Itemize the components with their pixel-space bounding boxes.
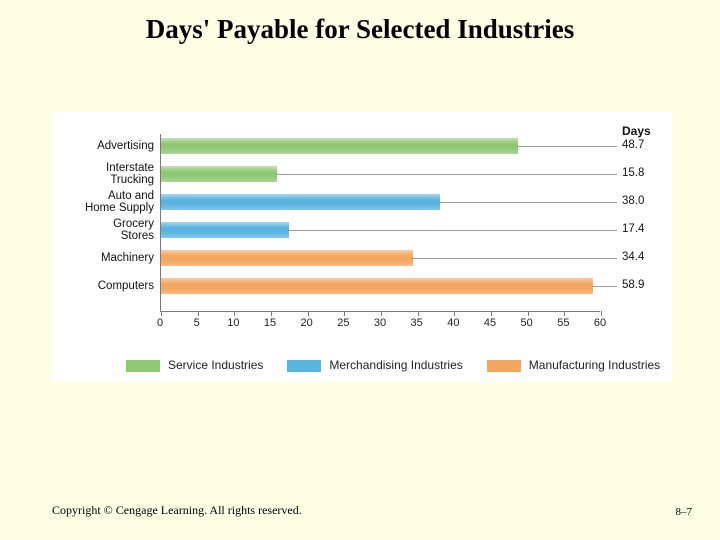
category-label: Machinery — [56, 252, 154, 265]
x-tick — [161, 311, 162, 316]
value-label: 17.4 — [622, 223, 644, 235]
value-label: 58.9 — [622, 279, 644, 291]
bar — [161, 278, 593, 294]
category-label: InterstateTrucking — [56, 162, 154, 187]
legend-label: Manufacturing Industries — [529, 358, 660, 372]
x-tick-label: 50 — [521, 317, 533, 329]
x-tick-label: 55 — [557, 317, 569, 329]
x-tick-label: 0 — [157, 317, 163, 329]
bar — [161, 222, 289, 238]
bar — [161, 138, 518, 154]
legend-label: Merchandising Industries — [329, 358, 462, 372]
copyright-text: Copyright © Cengage Learning. All rights… — [52, 503, 302, 518]
x-tick — [418, 311, 419, 316]
category-label: Computers — [56, 280, 154, 293]
legend-label: Service Industries — [168, 358, 263, 372]
x-tick — [381, 311, 382, 316]
category-label: Auto andHome Supply — [56, 190, 154, 215]
x-tick-label: 30 — [374, 317, 386, 329]
x-tick-label: 20 — [301, 317, 313, 329]
legend-item: Manufacturing Industries — [487, 358, 660, 372]
x-tick-label: 40 — [447, 317, 459, 329]
x-tick-label: 45 — [484, 317, 496, 329]
x-tick-label: 60 — [594, 317, 606, 329]
days-header: Days — [622, 124, 651, 138]
page-number: 8–7 — [676, 506, 693, 518]
value-label: 38.0 — [622, 195, 644, 207]
x-tick — [454, 311, 455, 316]
value-label: 48.7 — [622, 139, 644, 151]
x-tick-label: 35 — [411, 317, 423, 329]
x-tick-label: 15 — [264, 317, 276, 329]
x-tick — [344, 311, 345, 316]
chart-legend: Service Industries Merchandising Industri… — [126, 354, 666, 376]
x-tick — [528, 311, 529, 316]
value-leader — [288, 230, 617, 231]
bar — [161, 250, 413, 266]
plot-area — [160, 134, 600, 312]
bar — [161, 166, 277, 182]
value-leader — [439, 202, 617, 203]
x-tick — [234, 311, 235, 316]
value-leader — [592, 286, 617, 287]
x-tick — [491, 311, 492, 316]
value-leader — [412, 258, 617, 259]
category-label: Advertising — [56, 140, 154, 153]
legend-item: Service Industries — [126, 358, 263, 372]
x-tick — [308, 311, 309, 316]
x-tick — [198, 311, 199, 316]
legend-swatch — [287, 360, 321, 372]
x-tick — [601, 311, 602, 316]
x-tick — [564, 311, 565, 316]
legend-swatch — [487, 360, 521, 372]
value-leader — [517, 146, 617, 147]
page-title: Days' Payable for Selected Industries — [0, 14, 720, 45]
x-tick-label: 25 — [337, 317, 349, 329]
legend-item: Merchandising Industries — [287, 358, 462, 372]
x-tick — [271, 311, 272, 316]
value-label: 34.4 — [622, 251, 644, 263]
bar — [161, 194, 440, 210]
x-tick-label: 5 — [194, 317, 200, 329]
category-label: GroceryStores — [56, 218, 154, 243]
value-leader — [276, 174, 617, 175]
chart-panel: Days Service Industries Merchandising Ind… — [52, 112, 672, 382]
value-label: 15.8 — [622, 167, 644, 179]
legend-swatch — [126, 360, 160, 372]
x-tick-label: 10 — [227, 317, 239, 329]
